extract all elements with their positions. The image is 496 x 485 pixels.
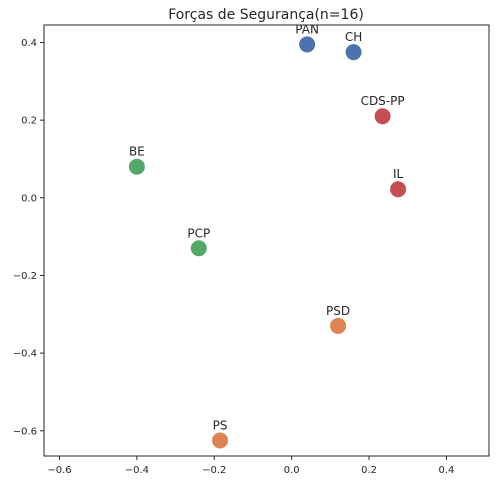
point-label: BE [129,145,145,159]
point-label: CH [345,30,362,44]
point-ps [211,431,230,450]
point-psd [329,316,348,335]
point-label: PAN [295,22,319,36]
x-tick-label: −0.4 [125,465,149,476]
point-label: PSD [326,304,350,318]
x-tick-label: −0.6 [47,465,71,476]
point-il [389,180,408,199]
x-tick-label: −0.2 [202,465,226,476]
x-tick-label: 0.0 [284,465,300,476]
point-ch [344,43,363,62]
y-tick-label: −0.4 [13,349,37,360]
point-cds-pp [373,107,392,126]
point-label: CDS-PP [361,94,405,108]
point-label: PS [213,418,228,432]
y-tick-label: −0.6 [13,426,37,437]
y-tick-label: 0.4 [21,38,37,49]
y-tick-label: −0.2 [13,271,37,282]
y-tick-label: 0.2 [21,116,37,127]
y-tick-label: 0.0 [21,193,37,204]
plot-frame [43,24,490,457]
point-label: IL [393,167,404,181]
point-pan [298,35,317,54]
x-tick-label: 0.4 [438,465,454,476]
point-label: PCP [187,226,210,240]
x-tick-label: 0.2 [361,465,377,476]
point-be [127,157,146,176]
chart-title: Forças de Segurança(n=16) [168,7,364,23]
point-pcp [189,239,208,258]
